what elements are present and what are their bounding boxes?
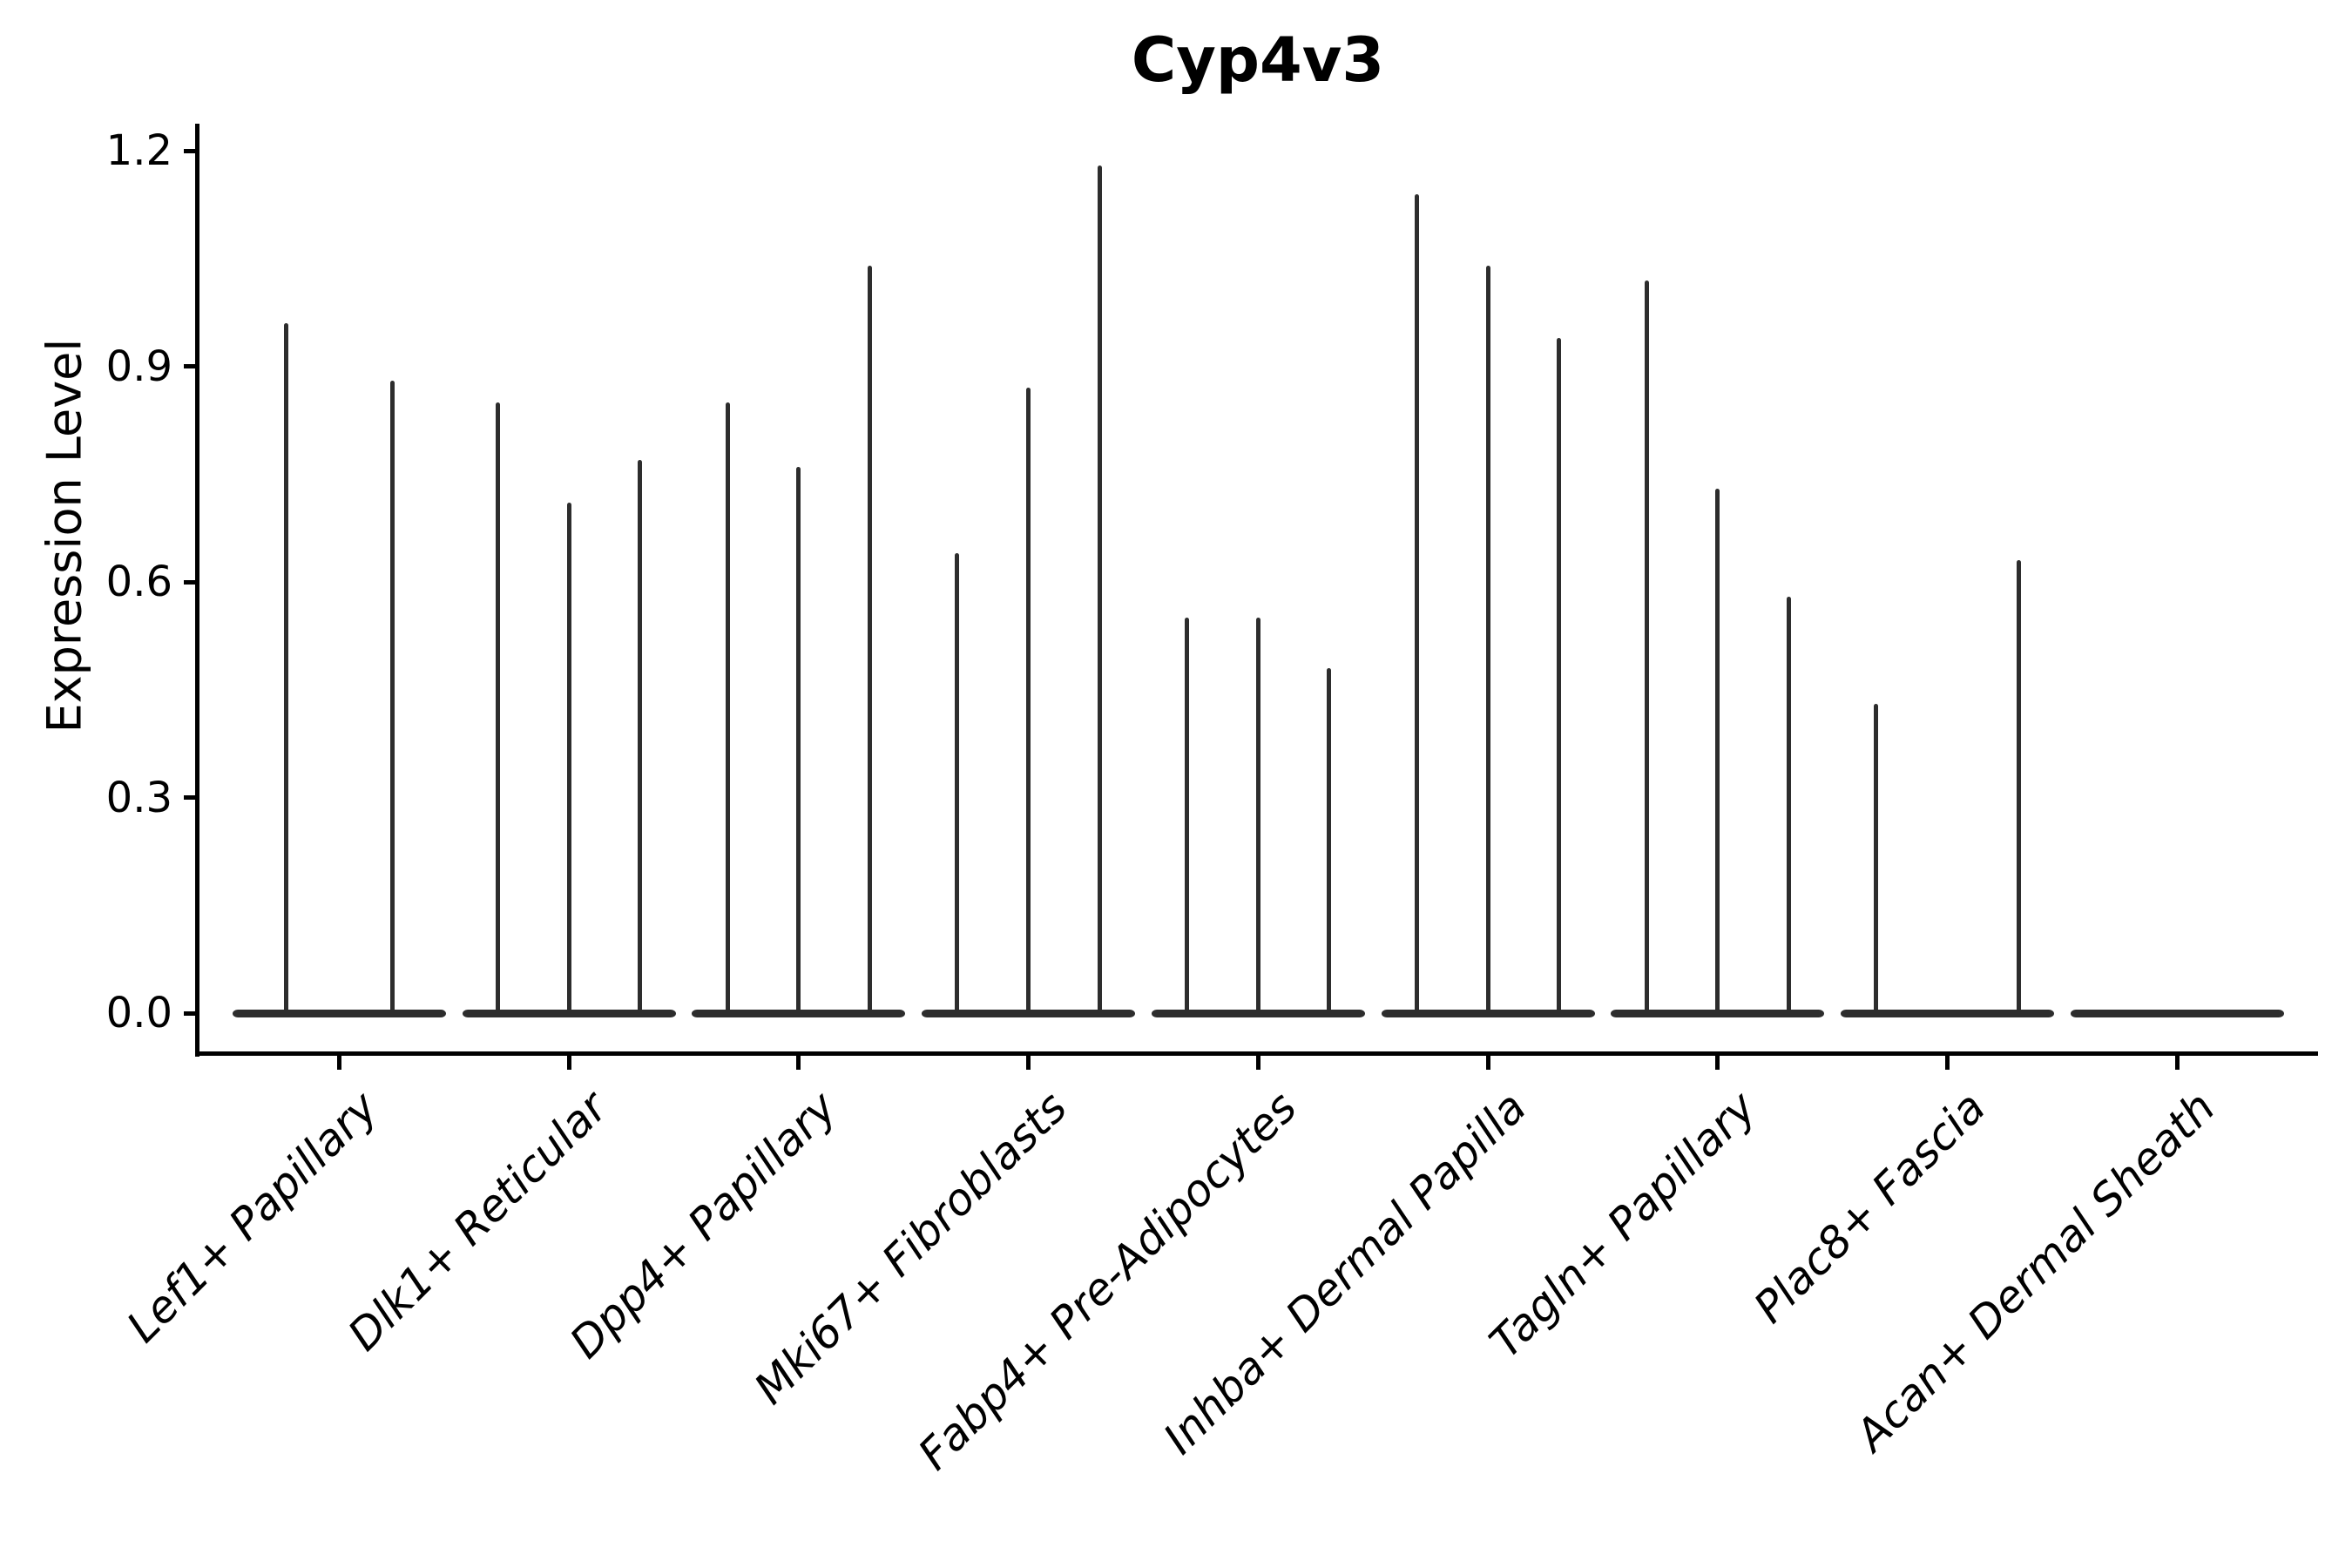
y-axis-tick xyxy=(184,1010,198,1016)
violin-spike xyxy=(955,553,960,1013)
x-axis-category-label: Plac8+ Fascia xyxy=(1744,1082,1996,1333)
x-axis-tick xyxy=(1255,1056,1260,1070)
violin-base xyxy=(1611,1009,1825,1017)
violin-spike xyxy=(1185,618,1190,1013)
violin-spike xyxy=(1097,165,1102,1013)
violin-base xyxy=(233,1009,446,1017)
x-axis-spine xyxy=(195,1051,2318,1056)
violin-spike xyxy=(283,323,288,1013)
x-axis-tick xyxy=(337,1056,341,1070)
violin-spike xyxy=(390,381,395,1013)
y-axis-tick-label: 0.6 xyxy=(105,558,172,606)
violin-spike xyxy=(496,402,501,1013)
x-axis-tick xyxy=(1715,1056,1720,1070)
y-axis-tick-label: 1.2 xyxy=(105,126,172,175)
y-axis-tick-label: 0.3 xyxy=(105,773,172,822)
y-axis-tick xyxy=(184,148,198,153)
violin-spike xyxy=(1026,388,1031,1013)
x-axis-category-label: Inhba+ Dermal Papilla xyxy=(1153,1082,1537,1464)
violin-spike xyxy=(1874,704,1879,1013)
x-axis-tick xyxy=(1026,1056,1031,1070)
violin-base xyxy=(1381,1009,1595,1017)
violin-base xyxy=(922,1009,1136,1017)
violin-spike xyxy=(1414,193,1419,1013)
violin-spike xyxy=(1557,337,1562,1013)
y-axis-tick-label: 0.0 xyxy=(105,989,172,1037)
x-axis-category-label: Lef1+ Papillary xyxy=(117,1082,388,1353)
violin-spike xyxy=(1255,618,1260,1013)
violin-base xyxy=(1840,1009,2054,1017)
violin-spike xyxy=(1786,596,1791,1013)
x-axis-tick xyxy=(1485,1056,1490,1070)
x-axis-tick xyxy=(2174,1056,2180,1070)
y-axis-tick xyxy=(184,364,198,368)
x-axis-tick xyxy=(796,1056,801,1070)
violin-spike xyxy=(1327,668,1332,1013)
violin-spike xyxy=(1644,280,1649,1013)
violin-spike xyxy=(796,467,801,1013)
violin-spike xyxy=(2016,560,2021,1013)
violin-base xyxy=(2070,1009,2284,1017)
chart-title: Cyp4v3 xyxy=(1131,24,1385,96)
y-axis-tick xyxy=(184,795,198,800)
x-axis-tick xyxy=(1944,1056,1950,1070)
violin-spike xyxy=(638,459,643,1013)
violin-spike xyxy=(725,402,730,1013)
y-axis-tick xyxy=(184,579,198,585)
y-axis-tick-label: 0.9 xyxy=(105,341,172,391)
x-axis-tick xyxy=(566,1056,571,1070)
violin-spike xyxy=(1485,266,1490,1013)
violin-spike xyxy=(868,266,873,1013)
violin-base xyxy=(1151,1009,1365,1017)
violin-spike xyxy=(566,503,571,1013)
violin-base xyxy=(462,1009,676,1017)
y-axis-spine xyxy=(195,124,199,1057)
x-axis-category-label: Fabp4+ Pre-Adipocytes xyxy=(908,1082,1307,1480)
violin-base xyxy=(692,1009,906,1017)
violin-spike xyxy=(1715,488,1720,1013)
y-axis-label: Expression Level xyxy=(37,338,92,733)
